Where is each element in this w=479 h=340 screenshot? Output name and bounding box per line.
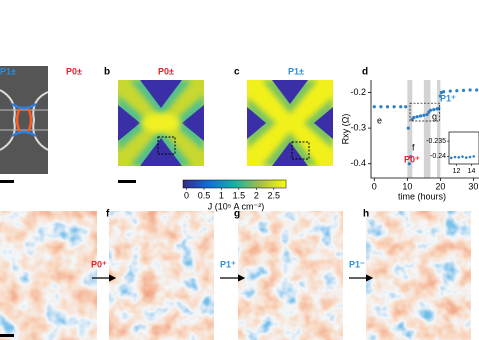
- colorbar-tick-label: 1.5: [233, 190, 246, 200]
- point: [457, 155, 461, 159]
- shaded-region: [437, 80, 441, 178]
- label: P0±: [158, 66, 174, 76]
- point: [409, 155, 413, 159]
- inset-tick-label: 14: [468, 168, 476, 175]
- x-tick-label: 30: [468, 181, 478, 191]
- inset: [448, 131, 479, 165]
- colorbar-tick-label: 2: [254, 190, 259, 200]
- point: [442, 90, 446, 94]
- annotation: f: [412, 142, 415, 152]
- arrow-label: P1⁺: [220, 259, 236, 269]
- point: [407, 162, 411, 166]
- colorbar-tick-label: 1: [219, 190, 224, 200]
- point: [455, 89, 459, 93]
- point: [404, 105, 408, 109]
- x-tick-label: 20: [435, 181, 445, 191]
- point: [415, 115, 419, 119]
- bottom-row: f g h P0⁺ P1⁺ P1⁻: [0, 209, 462, 337]
- arrow-label: P1⁻: [349, 259, 365, 269]
- point: [406, 126, 410, 130]
- point: [425, 112, 429, 117]
- y-tick-label: -0.2: [350, 87, 366, 97]
- panel-label: c: [234, 67, 240, 78]
- y-tick-label: -0.3: [350, 122, 366, 132]
- annotation: g: [432, 111, 437, 121]
- annotation: e: [377, 115, 382, 125]
- x-tick-label: 0: [372, 181, 377, 191]
- panel-label: d: [362, 67, 368, 78]
- shaded-region: [407, 80, 413, 178]
- panel-label: f: [106, 209, 110, 220]
- point: [461, 155, 464, 158]
- x-tick-label: 10: [402, 181, 412, 191]
- point: [449, 156, 453, 160]
- y-axis-label: Rxy (Ω): [340, 114, 350, 145]
- point: [468, 88, 472, 92]
- axes: [370, 80, 479, 179]
- colorbar: J (10⁵ A cm⁻²) 0 0.5 1 1.5 2 2.5: [182, 179, 287, 211]
- inset-tick-label: 12: [453, 168, 461, 175]
- point: [472, 155, 476, 158]
- inset-tick-label: -0.24: [430, 153, 446, 160]
- point: [448, 89, 452, 93]
- annotation: P1⁺: [440, 93, 456, 103]
- y-tick-label: -0.4: [350, 158, 366, 168]
- point: [468, 155, 472, 159]
- point: [438, 94, 442, 98]
- point: [412, 115, 416, 120]
- point: [464, 156, 468, 159]
- point: [379, 105, 383, 109]
- panel-label: h: [363, 209, 369, 220]
- point: [432, 107, 436, 112]
- zoom-box: [409, 102, 441, 122]
- point: [385, 105, 390, 109]
- point: [372, 105, 376, 109]
- panel-d: d Rxy (Ω) time (hours) -0.4 -0.3 -0.2 0 10 20…: [340, 67, 479, 201]
- colorbar-tick-label: 0: [184, 190, 189, 200]
- point: [453, 155, 457, 159]
- point: [428, 108, 433, 112]
- point: [392, 105, 396, 109]
- label: P1±: [288, 66, 304, 76]
- label: P1±: [0, 66, 16, 76]
- point: [461, 88, 466, 92]
- arrow-label: P0⁺: [91, 259, 107, 269]
- x-axis-label: time (hours): [398, 191, 446, 201]
- point: [399, 105, 403, 109]
- inset-tick-label: -0.235: [426, 138, 446, 145]
- panel-label: g: [234, 209, 240, 220]
- panel-label: b: [104, 67, 110, 78]
- label: P0±: [66, 66, 82, 76]
- colorbar-tick-label: 2.5: [268, 190, 281, 200]
- annotation: P0⁺: [404, 154, 420, 164]
- colorbar-tick-label: 0.5: [198, 190, 211, 200]
- panel-c: c P1±: [234, 66, 333, 166]
- panel-a: P1± P0±: [0, 66, 82, 183]
- point: [418, 114, 423, 118]
- shaded-region: [423, 80, 431, 178]
- colorbar-label: J (10⁵ A cm⁻²): [208, 201, 265, 211]
- panel-b: b P0±: [104, 66, 204, 183]
- point: [422, 113, 426, 117]
- point: [475, 88, 479, 92]
